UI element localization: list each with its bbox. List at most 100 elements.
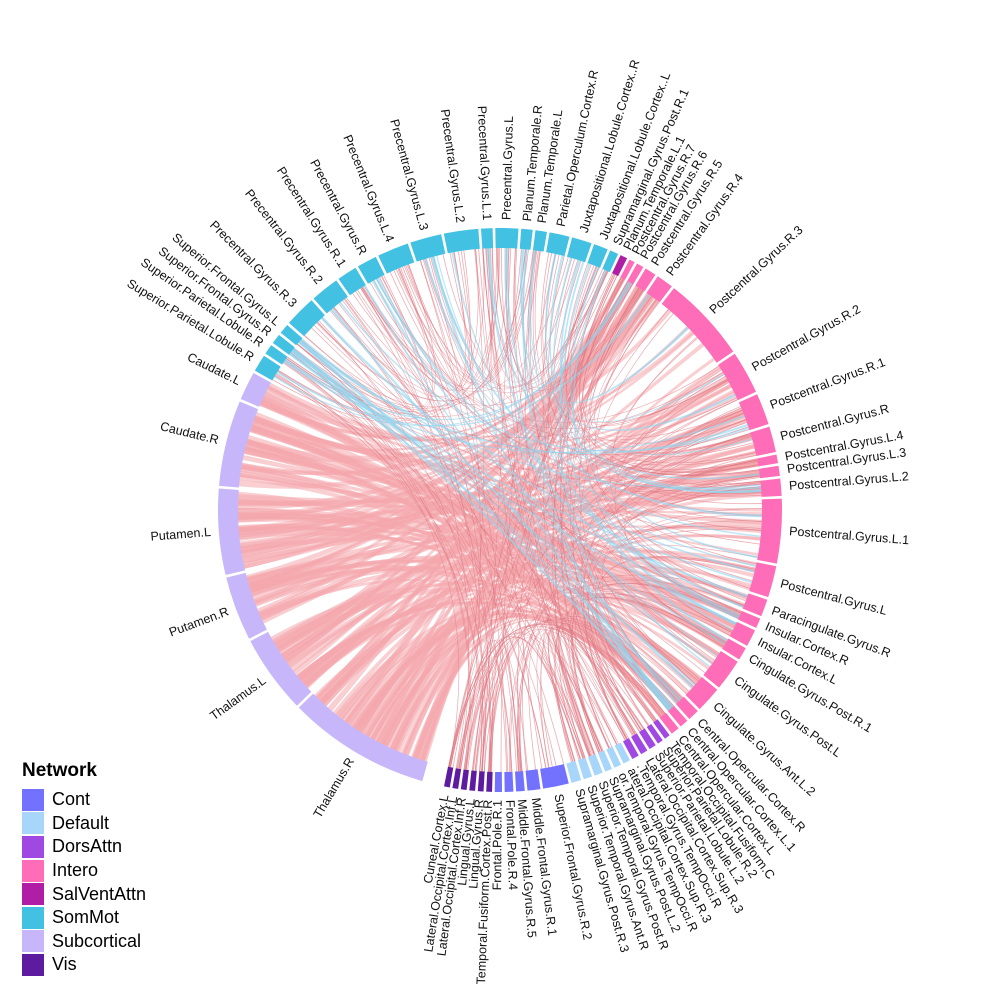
chord-link — [293, 249, 534, 411]
chord-sector — [749, 562, 777, 598]
chord-sector — [313, 280, 348, 314]
legend-swatch — [22, 788, 44, 811]
chord-sector — [756, 454, 779, 467]
legend-label: DorsAttn — [52, 836, 123, 857]
sector-label: Lingual.Gyrus.R — [466, 799, 486, 889]
chord-sector — [659, 712, 679, 734]
chord-link — [291, 349, 742, 613]
sector-label: Thalamus.L — [207, 673, 268, 723]
chord-sector — [514, 770, 525, 792]
legend-swatch — [22, 906, 44, 929]
chord-sector — [750, 426, 776, 457]
chord-sector — [254, 355, 281, 381]
chord-sector — [742, 593, 768, 617]
chord-link — [451, 251, 744, 608]
chord-sector — [567, 237, 592, 263]
chord-sector — [357, 256, 385, 284]
chord-sector — [602, 250, 619, 273]
chord-link — [553, 274, 616, 753]
chord-link — [540, 419, 747, 768]
chord-link — [360, 287, 619, 745]
chord-link — [376, 277, 761, 538]
sector-label: Precentral.Gyrus.L — [499, 116, 516, 221]
chord-sector — [486, 771, 493, 792]
chord-sector — [738, 610, 761, 628]
chord-sector — [738, 394, 769, 431]
chord-link — [296, 343, 582, 760]
sector-label: Precentral.Gyrus.L.2 — [438, 108, 468, 224]
chord-link — [330, 307, 695, 689]
chord-link — [540, 252, 757, 565]
chord-sector — [250, 631, 312, 706]
chord-sector — [675, 696, 698, 719]
legend-item: SalVentAttn — [22, 882, 146, 906]
chord-link — [508, 613, 699, 773]
chord-link — [565, 623, 637, 741]
chord-sector — [646, 276, 672, 303]
chord-link — [488, 637, 581, 772]
chord-sector — [477, 771, 485, 792]
sector-label: Postcentral.Gyrus.R.3 — [707, 223, 806, 317]
sector-label: Putamen.L — [150, 525, 211, 544]
chord-link — [428, 257, 521, 772]
chord-link — [291, 349, 714, 665]
legend-label: Subcortical — [52, 930, 142, 951]
chord-link — [373, 279, 492, 773]
chord-sector — [532, 230, 547, 252]
legend-label: Cont — [52, 789, 91, 810]
sector-label: Putamen.R — [167, 604, 230, 639]
legend-item: Intero — [22, 859, 146, 883]
chord-link — [510, 528, 762, 772]
chord-link — [519, 421, 748, 772]
chord-link — [448, 407, 742, 768]
chord-sector — [587, 244, 608, 268]
legend-title: Network — [22, 760, 97, 781]
chord-sector — [685, 677, 718, 710]
chord-sector — [627, 263, 644, 285]
legend-item: Vis — [22, 953, 146, 977]
chord-link — [457, 636, 590, 769]
chord-sector — [635, 268, 656, 292]
chord-sector — [597, 750, 612, 772]
chord-sector — [410, 234, 446, 262]
chord-sector — [631, 733, 648, 755]
chord-sector — [495, 228, 519, 249]
chord-sector — [722, 638, 746, 660]
chord-sector — [646, 723, 663, 744]
chord-link — [547, 628, 634, 762]
chord-sector — [612, 255, 628, 277]
chord-link — [397, 247, 510, 385]
chord-link — [532, 250, 740, 619]
chord-sector — [469, 770, 477, 791]
chord-sector — [606, 746, 622, 768]
chord-sector — [540, 764, 569, 789]
chord-sector — [703, 651, 738, 688]
chord-sector — [614, 742, 630, 764]
legend-swatch — [22, 930, 44, 953]
chord-sectors — [217, 228, 782, 792]
chord-sector — [653, 719, 670, 739]
chord-sector — [298, 693, 428, 782]
chord-link — [554, 301, 660, 759]
chord-sector — [639, 728, 656, 750]
chord-sector — [272, 334, 295, 355]
chord-sector — [265, 345, 288, 365]
sector-label: Precentral.Gyrus.L.3 — [387, 118, 431, 232]
chord-sector — [443, 228, 480, 254]
chord-sector — [280, 324, 303, 346]
chord-sector — [519, 228, 533, 250]
chord-link — [423, 258, 713, 664]
legend-swatch — [22, 859, 44, 882]
chord-link — [471, 636, 584, 771]
legend: Network Cont Default DorsAttn Intero Sal… — [22, 760, 146, 977]
chord-sector — [622, 738, 639, 759]
chord-links — [237, 247, 763, 773]
sector-label: Caudate.L — [185, 350, 243, 388]
chord-sector — [494, 771, 503, 792]
chord-sector — [758, 465, 780, 479]
sector-label: Postcentral.Gyrus.R.2 — [749, 302, 863, 374]
chord-sector — [718, 353, 757, 401]
chord-sector — [460, 769, 469, 791]
chord-sector — [452, 768, 462, 789]
